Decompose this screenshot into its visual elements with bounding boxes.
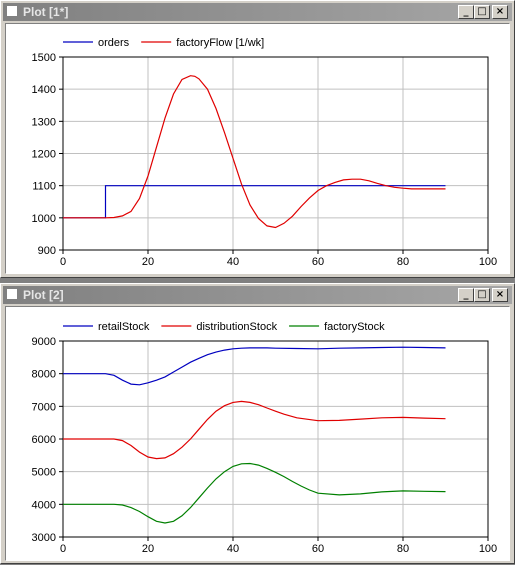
line-chart[interactable]: 0 20 40 60 80 100 3000 4000 5000 6000 7000 8000 9000… bbox=[6, 307, 511, 560]
window-controls: _ □ × bbox=[458, 5, 510, 19]
line-chart[interactable]: 0 20 40 60 80 100 900 1000 1100 1200 1300 1400 1500 o… bbox=[6, 24, 511, 273]
maximize-button[interactable]: □ bbox=[474, 5, 490, 19]
x-tick-label: 20 bbox=[142, 256, 154, 268]
x-tick-label: 0 bbox=[60, 543, 66, 555]
x-tick-label: 60 bbox=[312, 543, 324, 555]
y-tick-label: 7000 bbox=[32, 401, 56, 413]
x-tick-label: 100 bbox=[479, 256, 497, 268]
y-tick-label: 9000 bbox=[32, 336, 56, 348]
title-bar[interactable]: Plot [1*] _ □ × bbox=[3, 3, 512, 21]
plot-window-icon[interactable] bbox=[6, 288, 18, 300]
legend-label: factoryFlow [1/wk] bbox=[176, 37, 264, 49]
y-tick-label: 1000 bbox=[32, 213, 56, 225]
y-tick-label: 900 bbox=[38, 245, 56, 257]
y-tick-label: 3000 bbox=[32, 532, 56, 544]
maximize-button[interactable]: □ bbox=[474, 288, 490, 302]
y-tick-label: 1300 bbox=[32, 116, 56, 128]
legend-label: factoryStock bbox=[324, 321, 385, 333]
x-tick-label: 40 bbox=[227, 256, 239, 268]
y-tick-label: 1100 bbox=[32, 181, 56, 193]
x-tick-label: 0 bbox=[60, 256, 66, 268]
plot-area[interactable]: 0 20 40 60 80 100 900 1000 1100 1200 1300 1400 1500 o… bbox=[5, 23, 510, 274]
series-line bbox=[63, 462, 446, 524]
window-controls: _ □ × bbox=[458, 288, 510, 302]
window-title: Plot [1*] bbox=[23, 5, 69, 19]
close-button[interactable]: × bbox=[492, 5, 508, 19]
plot-window-icon[interactable] bbox=[6, 5, 18, 17]
x-tick-label: 80 bbox=[397, 256, 409, 268]
close-button[interactable]: × bbox=[492, 288, 508, 302]
plot-window-1: Plot [1*] _ □ × 0 20 40 60 80 100 900 1000 1100 1… bbox=[0, 0, 515, 278]
title-bar[interactable]: Plot [2] _ □ × bbox=[3, 286, 512, 304]
series-line bbox=[63, 346, 446, 386]
x-tick-label: 40 bbox=[227, 543, 239, 555]
x-tick-label: 80 bbox=[397, 543, 409, 555]
y-tick-label: 5000 bbox=[32, 467, 56, 479]
x-tick-label: 60 bbox=[312, 256, 324, 268]
x-tick-label: 20 bbox=[142, 543, 154, 555]
y-tick-label: 4000 bbox=[32, 499, 56, 511]
legend-label: orders bbox=[98, 37, 130, 49]
minimize-button[interactable]: _ bbox=[458, 5, 474, 19]
y-tick-label: 8000 bbox=[32, 369, 56, 381]
legend-label: distributionStock bbox=[196, 321, 277, 333]
series-line bbox=[63, 185, 446, 219]
y-tick-label: 1500 bbox=[32, 52, 56, 64]
window-title: Plot [2] bbox=[23, 288, 64, 302]
series-line bbox=[63, 400, 446, 460]
y-tick-label: 1200 bbox=[32, 149, 56, 161]
y-tick-label: 6000 bbox=[32, 434, 56, 446]
y-tick-label: 1400 bbox=[32, 84, 56, 96]
plot-window-2: Plot [2] _ □ × 0 20 40 60 80 100 3000 4000 5000 6… bbox=[0, 283, 515, 564]
minimize-button[interactable]: _ bbox=[458, 288, 474, 302]
x-tick-label: 100 bbox=[479, 543, 497, 555]
legend-label: retailStock bbox=[98, 321, 150, 333]
series-line bbox=[63, 75, 446, 229]
plot-area[interactable]: 0 20 40 60 80 100 3000 4000 5000 6000 7000 8000 9000… bbox=[5, 306, 510, 561]
